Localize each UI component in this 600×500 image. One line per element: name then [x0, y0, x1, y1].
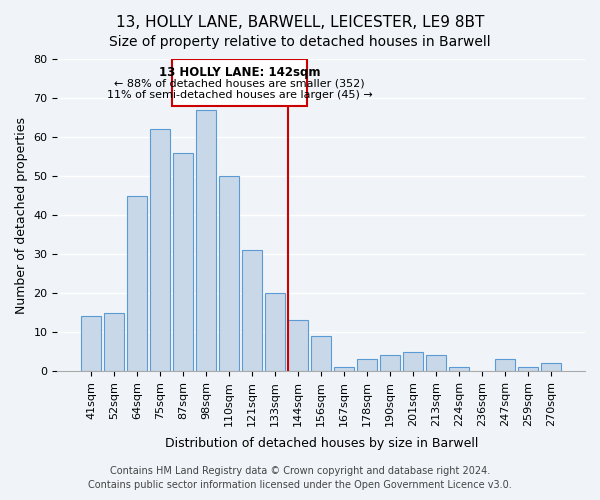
- Bar: [311, 336, 331, 371]
- Bar: [265, 293, 285, 371]
- X-axis label: Distribution of detached houses by size in Barwell: Distribution of detached houses by size …: [164, 437, 478, 450]
- Text: Size of property relative to detached houses in Barwell: Size of property relative to detached ho…: [109, 35, 491, 49]
- Bar: [82, 316, 101, 371]
- Bar: [151, 129, 170, 371]
- Text: 13 HOLLY LANE: 142sqm: 13 HOLLY LANE: 142sqm: [159, 66, 320, 79]
- Text: 13, HOLLY LANE, BARWELL, LEICESTER, LE9 8BT: 13, HOLLY LANE, BARWELL, LEICESTER, LE9 …: [116, 15, 484, 30]
- Bar: [104, 312, 124, 371]
- Bar: [334, 367, 354, 371]
- Bar: [242, 250, 262, 371]
- Text: ← 88% of detached houses are smaller (352): ← 88% of detached houses are smaller (35…: [114, 78, 365, 88]
- Bar: [541, 363, 561, 371]
- Bar: [127, 196, 147, 371]
- Bar: [427, 356, 446, 371]
- Bar: [449, 367, 469, 371]
- Bar: [220, 176, 239, 371]
- Text: 11% of semi-detached houses are larger (45) →: 11% of semi-detached houses are larger (…: [107, 90, 373, 100]
- Bar: [380, 356, 400, 371]
- Bar: [496, 360, 515, 371]
- Bar: [289, 320, 308, 371]
- Bar: [403, 352, 423, 371]
- Bar: [173, 152, 193, 371]
- FancyBboxPatch shape: [172, 59, 307, 106]
- Text: Contains HM Land Registry data © Crown copyright and database right 2024.
Contai: Contains HM Land Registry data © Crown c…: [88, 466, 512, 490]
- Bar: [358, 360, 377, 371]
- Bar: [518, 367, 538, 371]
- Y-axis label: Number of detached properties: Number of detached properties: [15, 116, 28, 314]
- Bar: [196, 110, 216, 371]
